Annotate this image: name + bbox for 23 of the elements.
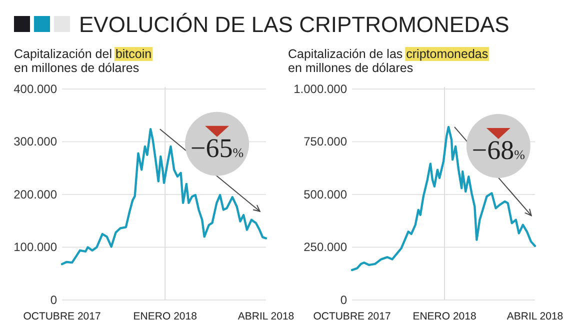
- x-tick-label: ENERO 2018: [412, 310, 476, 322]
- x-tick-label: OCTUBRE 2017: [23, 310, 101, 322]
- y-tick-label: 0: [50, 292, 58, 307]
- chart-subtitle: Capitalización de las criptomonedas en millones de dólares: [288, 47, 488, 75]
- y-tick-label: 300.000: [14, 134, 58, 149]
- y-tick-label: 750.000: [304, 134, 348, 149]
- x-tick-label: ABRIL 2018: [506, 310, 564, 322]
- y-tick-label: 500.000: [304, 187, 348, 202]
- y-tick-label: 100.000: [14, 240, 58, 254]
- line-series: [60, 128, 268, 266]
- annotation: −65%: [190, 132, 244, 163]
- chart-title: EVOLUCIÓN DE LAS CRIPTROMONEDAS: [79, 12, 510, 37]
- y-tick-label: 200.000: [14, 187, 58, 202]
- annotation: −68%: [472, 134, 526, 165]
- line-series: [350, 126, 536, 272]
- chart-subtitle: Capitalización del bitcoin en millones de dólares: [14, 47, 152, 75]
- y-tick-label: 1.000.000: [294, 82, 348, 96]
- x-tick-label: OCTUBRE 2017: [313, 310, 391, 322]
- y-tick-label: 0: [340, 292, 348, 307]
- y-tick-label: 250.000: [304, 240, 348, 254]
- x-tick-label: ENERO 2018: [133, 310, 198, 322]
- x-tick-label: ABRIL 2018: [238, 310, 294, 322]
- y-tick-label: 400.000: [14, 82, 58, 96]
